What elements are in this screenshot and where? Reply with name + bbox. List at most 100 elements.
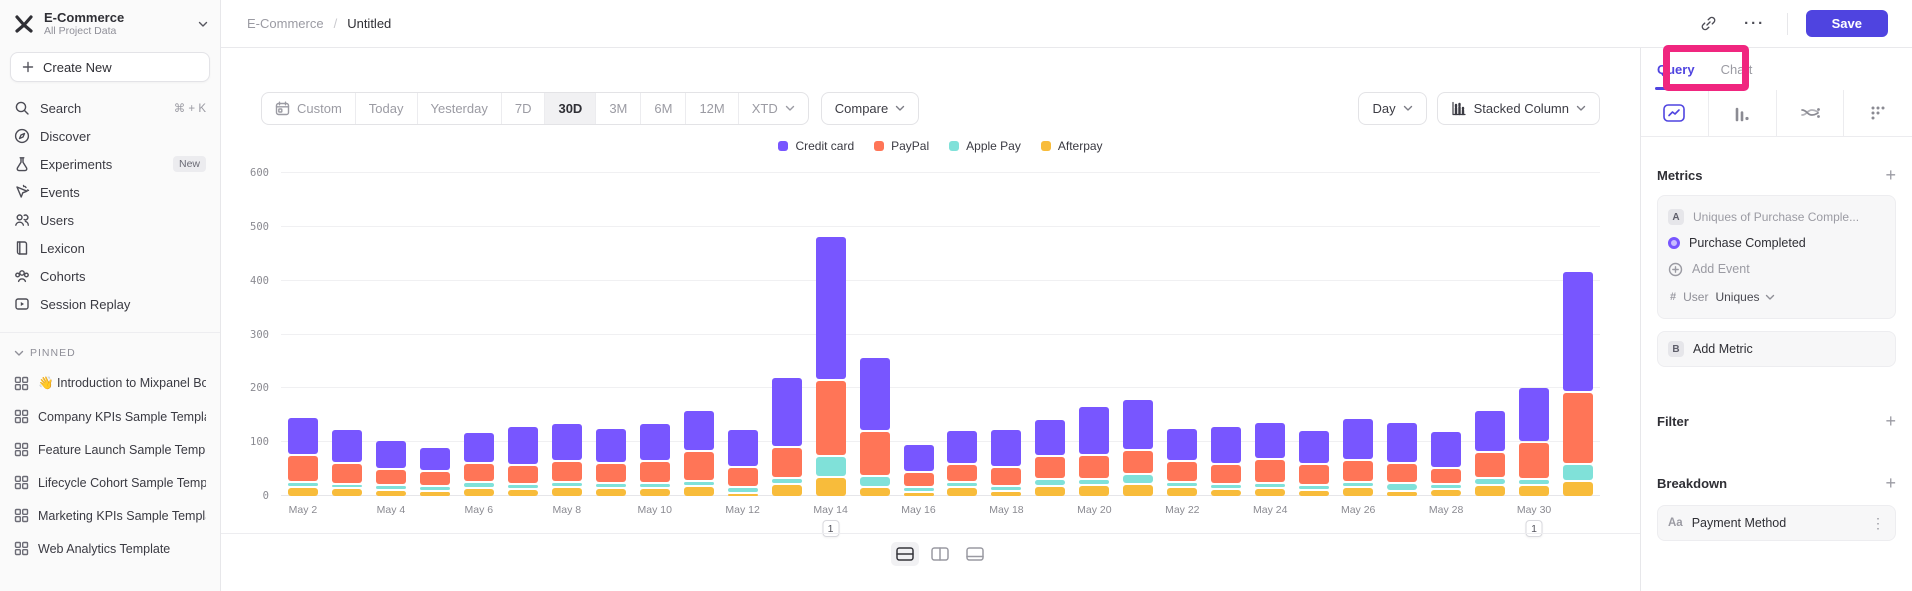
report-tab-flows[interactable]: [1777, 90, 1845, 136]
copy-link-icon[interactable]: [1695, 10, 1723, 38]
compare-button[interactable]: Compare: [820, 92, 920, 125]
legend-item[interactable]: PayPal: [874, 139, 929, 153]
bar-column[interactable]: [859, 173, 890, 496]
save-button[interactable]: Save: [1805, 10, 1888, 37]
bar-column[interactable]: [815, 173, 846, 496]
bar-column[interactable]: [683, 173, 714, 496]
tab-chart[interactable]: Chart: [1720, 61, 1753, 77]
breadcrumb-report-title[interactable]: Untitled: [347, 16, 392, 31]
pinned-board-item[interactable]: Company KPIs Sample Templat: [6, 400, 214, 433]
layout-cols-icon[interactable]: [926, 542, 954, 566]
breadcrumb-project[interactable]: E-Commerce: [247, 16, 324, 31]
bar-column[interactable]: [1431, 173, 1462, 496]
add-metric-plus-icon[interactable]: +: [1885, 165, 1896, 185]
bar-column[interactable]: [1079, 173, 1110, 496]
layout-switcher: [891, 542, 989, 566]
metric-event-row[interactable]: Purchase Completed: [1668, 230, 1885, 256]
annotation-count-chip[interactable]: 1: [822, 520, 840, 537]
add-event-row[interactable]: Add Event: [1668, 256, 1885, 282]
bar-column[interactable]: [947, 173, 978, 496]
workspace-switcher[interactable]: E-Commerce All Project Data: [0, 0, 220, 46]
bar-column[interactable]: [1299, 173, 1330, 496]
main-region: E-Commerce / Untitled ··· Save Custom Tod…: [221, 0, 1912, 591]
pinned-section-toggle[interactable]: PINNED: [6, 343, 214, 367]
bar-segment: [903, 445, 934, 472]
date-range-30d[interactable]: 30D: [544, 93, 596, 124]
sidebar-item-discover[interactable]: Discover: [6, 122, 214, 150]
pinned-board-item[interactable]: Lifecycle Cohort Sample Temp: [6, 466, 214, 499]
pinned-board-item[interactable]: 👋 Introduction to Mixpanel Bo: [6, 367, 214, 400]
pinned-board-item[interactable]: Marketing KPIs Sample Templat: [6, 499, 214, 532]
bar-column[interactable]: [903, 173, 934, 496]
legend-item[interactable]: Apple Pay: [949, 139, 1021, 153]
bar-segment: [419, 491, 450, 496]
create-new-button[interactable]: Create New: [10, 52, 210, 82]
bar-column[interactable]: [991, 173, 1022, 496]
bar-column[interactable]: [331, 173, 362, 496]
metric-summary-row[interactable]: A Uniques of Purchase Comple...: [1668, 204, 1885, 230]
sidebar-item-experiments[interactable]: Experiments New: [6, 150, 214, 178]
bar-segment: [375, 440, 406, 469]
breakdown-property-label: Payment Method: [1691, 516, 1787, 530]
tab-query[interactable]: Query: [1655, 48, 1697, 90]
date-range-yesterday[interactable]: Yesterday: [416, 93, 501, 124]
date-range-today[interactable]: Today: [354, 93, 417, 124]
pinned-board-item[interactable]: Web Analytics Template: [6, 532, 214, 565]
chart-type-dropdown[interactable]: Stacked Column: [1436, 92, 1600, 125]
report-tab-insights[interactable]: [1641, 90, 1709, 136]
bar-column[interactable]: [287, 173, 318, 496]
bar-column[interactable]: [463, 173, 494, 496]
sidebar-item-lexicon[interactable]: Lexicon: [6, 234, 214, 262]
bar-column[interactable]: [1563, 173, 1594, 496]
bar-column[interactable]: [639, 173, 670, 496]
sidebar-item-events[interactable]: Events: [6, 178, 214, 206]
board-icon: [14, 442, 29, 457]
add-metric-card[interactable]: B Add Metric: [1657, 331, 1896, 367]
date-range-6m[interactable]: 6M: [640, 93, 685, 124]
bar-column[interactable]: [1475, 173, 1506, 496]
sidebar-item-users[interactable]: Users: [6, 206, 214, 234]
more-options-icon[interactable]: ···: [1744, 15, 1766, 32]
bar-column[interactable]: [419, 173, 450, 496]
sidebar-item-cohorts[interactable]: Cohorts: [6, 262, 214, 290]
date-range-xtd[interactable]: XTD: [737, 93, 808, 124]
report-tab-funnels[interactable]: [1709, 90, 1777, 136]
layout-bottom-icon[interactable]: [961, 542, 989, 566]
add-breakdown-plus-icon[interactable]: +: [1885, 473, 1896, 493]
bar-column[interactable]: [1167, 173, 1198, 496]
add-filter-plus-icon[interactable]: +: [1885, 411, 1896, 431]
granularity-dropdown[interactable]: Day: [1358, 92, 1427, 125]
bar-column[interactable]: [595, 173, 626, 496]
bar-column[interactable]: [507, 173, 538, 496]
date-range-3m[interactable]: 3M: [595, 93, 640, 124]
bar-column[interactable]: [1211, 173, 1242, 496]
bar-column[interactable]: [727, 173, 758, 496]
bar-column[interactable]: [1123, 173, 1154, 496]
topbar: E-Commerce / Untitled ··· Save: [221, 0, 1912, 48]
chevron-down-icon: [14, 350, 24, 357]
bar-column[interactable]: [1343, 173, 1374, 496]
legend-item[interactable]: Afterpay: [1040, 139, 1103, 153]
layout-rows-icon[interactable]: [891, 542, 919, 566]
bar-column[interactable]: [1035, 173, 1066, 496]
bar-column[interactable]: [1519, 173, 1550, 496]
breakdown-card[interactable]: Aa Payment Method ⋮: [1657, 505, 1896, 541]
annotation-count-chip[interactable]: 1: [1525, 520, 1543, 537]
bar-column[interactable]: [1387, 173, 1418, 496]
bar-column[interactable]: [771, 173, 802, 496]
query-panel-tabs: Query Chart: [1641, 48, 1912, 90]
report-tab-retention[interactable]: [1844, 90, 1912, 136]
date-range-7d[interactable]: 7D: [500, 93, 545, 124]
date-range-12m[interactable]: 12M: [685, 93, 737, 124]
sidebar-item-search[interactable]: Search ⌘ + K: [6, 94, 214, 122]
kebab-menu-icon[interactable]: ⋮: [1871, 514, 1885, 531]
date-range-custom[interactable]: Custom: [262, 93, 355, 124]
sidebar-item-session-replay[interactable]: Session Replay: [6, 290, 214, 318]
bar-column[interactable]: [1255, 173, 1286, 496]
aggregation-dropdown[interactable]: Uniques: [1715, 290, 1774, 304]
bar-column[interactable]: [375, 173, 406, 496]
bar-column[interactable]: [551, 173, 582, 496]
pinned-board-item[interactable]: Feature Launch Sample Templa: [6, 433, 214, 466]
bar-segment: [683, 481, 714, 486]
legend-item[interactable]: Credit card: [778, 139, 854, 153]
